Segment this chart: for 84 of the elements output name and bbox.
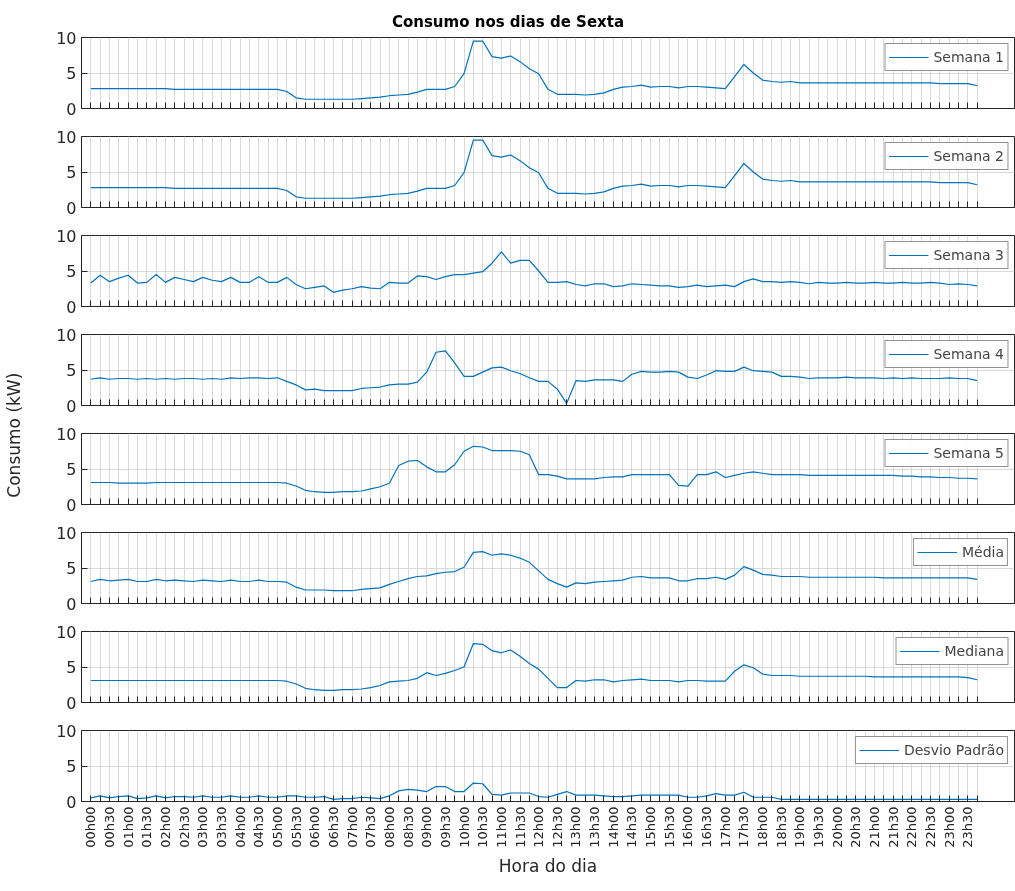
y-tick-label: 0 [66, 693, 77, 713]
x-tick-label: 19h00 [792, 806, 808, 848]
legend-label: Mediana [944, 643, 1004, 659]
x-tick-label: 17h30 [736, 806, 752, 848]
x-tick-label: 08h00 [381, 806, 397, 848]
y-tick-label: 5 [66, 658, 77, 677]
x-tick-label: 02h30 [176, 806, 192, 848]
x-tick-label: 07h30 [363, 806, 379, 848]
text: Consumo nos dias de Sexta [391, 12, 625, 31]
x-tick-label: 06h30 [325, 806, 341, 848]
x-tick-label: 06h00 [307, 806, 323, 848]
x-tick-label: 02h00 [157, 806, 173, 848]
y-tick-label: 10 [56, 28, 77, 48]
x-tick-label: 11h00 [493, 806, 509, 848]
legend-label: Semana 5 [933, 445, 1004, 461]
y-tick-label: 0 [66, 297, 77, 317]
x-tick-label: 20h30 [848, 806, 864, 848]
x-tick-label: 09h30 [437, 806, 453, 848]
legend-label: Média [961, 544, 1004, 560]
legend-label: Semana 4 [933, 346, 1004, 362]
x-tick-label: 12h00 [531, 806, 547, 848]
y-tick-label: 5 [66, 460, 77, 479]
x-tick-label: 18h00 [755, 806, 771, 848]
x-tick-label: 14h30 [624, 806, 640, 848]
x-tick-label: 03h00 [195, 806, 211, 848]
y-tick-label: 5 [66, 757, 77, 776]
x-tick-label: 01h30 [139, 806, 155, 848]
y-tick-label: 5 [66, 559, 77, 578]
x-tick-label: 21h00 [867, 806, 883, 848]
x-tick-label: 13h30 [587, 806, 603, 848]
x-axis-title: Hora do dia [498, 855, 598, 876]
x-tick-label: 19h30 [811, 806, 827, 848]
x-tick-label: 07h00 [344, 806, 360, 848]
x-tick-label: 12h30 [549, 806, 565, 848]
x-tick-label: 08h30 [400, 806, 416, 848]
y-tick-label: 5 [66, 361, 77, 380]
y-tick-label: 10 [56, 127, 77, 147]
x-tick-label: 20h00 [829, 806, 845, 848]
text: Consumo (kW) [4, 372, 24, 498]
legend-label: Semana 1 [933, 49, 1004, 65]
x-tick-label: 13h00 [568, 806, 584, 848]
y-tick-label: 0 [66, 792, 77, 812]
x-tick-label: 18h30 [773, 806, 789, 848]
y-tick-label: 5 [66, 262, 77, 281]
x-tick-label: 04h30 [251, 806, 267, 848]
x-tick-label: 16h30 [699, 806, 715, 848]
x-tick-label: 11h30 [512, 806, 528, 848]
x-tick-label: 00h00 [83, 806, 99, 848]
legend-label: Semana 2 [933, 148, 1004, 164]
y-tick-label: 10 [56, 523, 77, 543]
y-tick-label: 10 [56, 325, 77, 345]
x-tick-label: 23h00 [941, 806, 957, 848]
x-tick-label: 10h30 [475, 806, 491, 848]
y-tick-label: 5 [66, 64, 77, 83]
x-tick-label: 17h00 [717, 806, 733, 848]
x-tick-label: 22h00 [904, 806, 920, 848]
x-tick-label: 22h30 [923, 806, 939, 848]
y-tick-label: 0 [66, 594, 77, 614]
x-tick-label: 16h00 [680, 806, 696, 848]
x-tick-label: 15h00 [643, 806, 659, 848]
x-tick-label: 09h00 [419, 806, 435, 848]
line-series [90, 782, 978, 800]
y-tick-label: 0 [66, 198, 77, 218]
y-tick-label: 10 [56, 622, 77, 642]
x-tick-label: 05h00 [269, 806, 285, 848]
x-tick-label: 00h30 [101, 806, 117, 848]
legend-label: Desvio Padrão [903, 742, 1004, 758]
y-tick-label: 10 [56, 226, 77, 246]
x-tick-label: 05h30 [288, 806, 304, 848]
y-tick-label: 10 [56, 721, 77, 741]
y-tick-label: 0 [66, 99, 77, 119]
x-tick-label: 01h00 [120, 806, 136, 848]
x-tick-label: 10h00 [456, 806, 472, 848]
x-tick-label: 04h00 [232, 806, 248, 848]
x-tick-label: 15h30 [661, 806, 677, 848]
y-tick-label: 10 [56, 424, 77, 444]
y-tick-label: 5 [66, 163, 77, 182]
x-tick-label: 03h30 [213, 806, 229, 848]
y-tick-label: 0 [66, 495, 77, 515]
x-tick-label: 23h30 [960, 806, 976, 848]
y-tick-label: 0 [66, 396, 77, 416]
legend-label: Semana 3 [933, 247, 1004, 263]
x-tick-label: 14h00 [605, 806, 621, 848]
x-tick-label: 21h30 [885, 806, 901, 848]
